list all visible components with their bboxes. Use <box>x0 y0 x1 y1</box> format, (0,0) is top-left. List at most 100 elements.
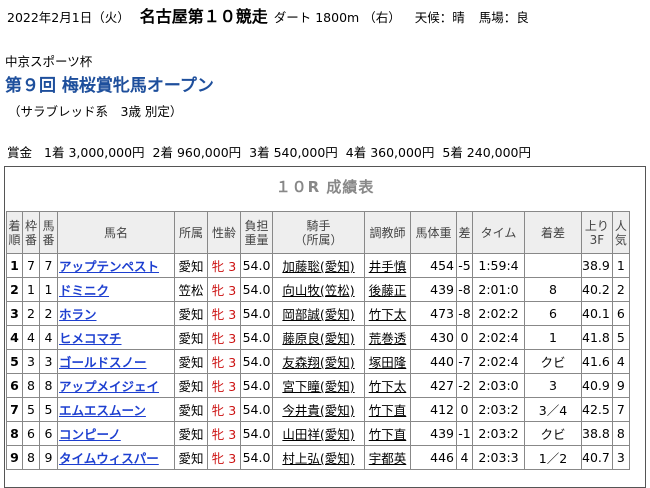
jockey-cell: 岡部誠(愛知) <box>272 301 365 326</box>
table-row: 7 5 5 エムエスムーン 愛知牝 3 54.0 今井貴(愛知) 竹下直 412 0 2:03:2 3… <box>6 397 630 422</box>
horse-name-link[interactable]: タイムウィスパー <box>59 451 159 466</box>
trainer-link[interactable]: 竹下直 <box>368 403 407 418</box>
horse-name-cell: ホラン <box>57 301 175 326</box>
trainer-cell: 竹下直 <box>364 397 411 422</box>
cell-frame: 1 <box>22 277 40 302</box>
trainer-link[interactable]: 井手慎 <box>368 259 407 274</box>
trainer-link[interactable]: 荒巻透 <box>368 331 407 346</box>
jockey-cell: 山田祥(愛知) <box>272 421 365 446</box>
horse-name-link[interactable]: エムエスムーン <box>59 403 146 418</box>
trainer-link[interactable]: 宇都英 <box>368 451 407 466</box>
jockey-link[interactable]: 村上弘(愛知) <box>282 451 355 466</box>
cell-popularity: 8 <box>611 421 630 446</box>
race-weekday: （火） <box>92 10 130 25</box>
cell-diff: -8 <box>456 301 473 326</box>
cell-time: 2:03:2 <box>472 397 525 422</box>
cell-number: 1 <box>39 277 58 302</box>
cell-rank: 1 <box>6 253 23 278</box>
results-caption: １０R 成績表 <box>275 178 375 196</box>
cell-time: 2:03:3 <box>472 445 525 470</box>
jockey-link[interactable]: 山田祥(愛知) <box>282 427 355 442</box>
cell-affiliation: 愛知 <box>174 421 208 446</box>
cell-frame: 4 <box>22 325 40 350</box>
prize-item: 3着 540,000円 <box>249 145 338 160</box>
col-sex-age: 性齢 <box>207 211 241 254</box>
race-number: 名古屋第１０競走 <box>139 7 268 26</box>
sponsor-name: 中京スポーツ杯 <box>5 54 93 69</box>
trainer-link[interactable]: 竹下直 <box>368 427 407 442</box>
cell-sex-age: 牝 3 <box>207 349 241 374</box>
cell-diff: -2 <box>456 373 473 398</box>
cell-affiliation: 愛知 <box>174 445 208 470</box>
horse-name-link[interactable]: アップメイジェイ <box>59 379 160 394</box>
horse-name-link[interactable]: ドミニク <box>59 283 110 298</box>
horse-name-cell: ゴールドスノー <box>57 349 175 374</box>
col-popularity: 人気 <box>611 211 630 254</box>
jockey-cell: 加藤聡(愛知) <box>272 253 365 278</box>
cell-weight-carried: 54.0 <box>240 277 273 302</box>
jockey-link[interactable]: 藤原良(愛知) <box>282 331 355 346</box>
horse-name-link[interactable]: ホラン <box>59 307 97 322</box>
cell-number: 8 <box>39 373 58 398</box>
cell-time: 2:03:0 <box>472 373 525 398</box>
cell-affiliation: 愛知 <box>174 253 208 278</box>
race-header: 2022年2月1日（火） 名古屋第１０競走 ダート 1800m （右） 天候：晴 馬… <box>7 3 529 27</box>
cell-margin: 3 <box>524 373 582 398</box>
horse-name-link[interactable]: コンピーノ <box>59 427 121 442</box>
cell-sex-age: 牝 3 <box>207 397 241 422</box>
col-margin: 着差 <box>524 211 582 254</box>
cell-frame: 5 <box>22 397 40 422</box>
col-last3f: 上り 3F <box>581 211 613 254</box>
jockey-cell: 藤原良(愛知) <box>272 325 365 350</box>
jockey-link[interactable]: 友森翔(愛知) <box>282 355 355 370</box>
cell-number: 9 <box>39 445 58 470</box>
race-title: 第９回 梅桜賞牝馬オープン <box>5 76 214 96</box>
cell-sex-age: 牝 3 <box>207 421 241 446</box>
trainer-cell: 竹下直 <box>364 421 411 446</box>
jockey-link[interactable]: 今井貴(愛知) <box>282 403 355 418</box>
horse-name-link[interactable]: ゴールドスノー <box>59 355 147 370</box>
table-row: 3 2 2 ホラン 愛知牝 3 54.0 岡部誠(愛知) 竹下太 473 -8 2:02:2 6 40.… <box>6 301 630 326</box>
table-row: 1 7 7 アップテンペスト 愛知牝 3 54.0 加藤聡(愛知) 井手慎 454 -5 1:59:… <box>6 253 630 278</box>
results-panel: １０R 成績表 着順 枠番 馬番 馬名 所属 性齢 負担 重量 騎手 （所属） 調教… <box>4 166 646 488</box>
jockey-cell: 宮下瞳(愛知) <box>272 373 365 398</box>
horse-name-link[interactable]: ヒメコマチ <box>59 331 122 346</box>
cell-margin: 3／4 <box>524 397 582 422</box>
cell-rank: 8 <box>6 421 23 446</box>
trainer-link[interactable]: 後藤正 <box>368 283 407 298</box>
jockey-link[interactable]: 向山牧(笠松) <box>282 283 355 298</box>
col-number: 馬番 <box>39 211 58 254</box>
cell-affiliation: 愛知 <box>174 325 208 350</box>
cell-margin: クビ <box>524 421 582 446</box>
jockey-cell: 友森翔(愛知) <box>272 349 365 374</box>
cell-sex-age: 牝 3 <box>207 301 241 326</box>
trainer-cell: 後藤正 <box>364 277 411 302</box>
horse-name-link[interactable]: アップテンペスト <box>59 259 160 274</box>
cell-number: 2 <box>39 301 58 326</box>
trainer-link[interactable]: 竹下太 <box>368 379 407 394</box>
prize-item: 1着 3,000,000円 <box>44 145 145 160</box>
cell-diff: 0 <box>456 325 473 350</box>
cell-frame: 8 <box>22 373 40 398</box>
cell-time: 2:02:2 <box>472 301 525 326</box>
table-row: 6 8 8 アップメイジェイ 愛知牝 3 54.0 宮下瞳(愛知) 竹下太 427 -2 2:03:… <box>6 373 630 398</box>
jockey-link[interactable]: 宮下瞳(愛知) <box>282 379 355 394</box>
horse-name-cell: ドミニク <box>57 277 175 302</box>
horse-name-cell: タイムウィスパー <box>57 445 175 470</box>
prize-money: 賞金 1着 3,000,000円 2着 960,000円 3着 540,000円 … <box>7 142 535 161</box>
cell-popularity: 3 <box>611 445 630 470</box>
col-diff: 差 <box>456 211 473 254</box>
cell-frame: 8 <box>22 445 40 470</box>
cell-diff: -5 <box>456 253 473 278</box>
trainer-link[interactable]: 竹下太 <box>368 307 407 322</box>
jockey-link[interactable]: 岡部誠(愛知) <box>282 307 355 322</box>
results-table: 着順 枠番 馬番 馬名 所属 性齢 負担 重量 騎手 （所属） 調教師 馬体重 差 … <box>6 211 630 470</box>
race-date: 2022年2月1日 <box>7 10 93 25</box>
cell-time: 2:02:4 <box>472 349 525 374</box>
cell-last3f: 40.9 <box>581 373 613 398</box>
jockey-link[interactable]: 加藤聡(愛知) <box>282 259 355 274</box>
cell-number: 3 <box>39 349 58 374</box>
cell-time: 2:02:4 <box>472 325 525 350</box>
cell-body-weight: 412 <box>410 397 457 422</box>
trainer-link[interactable]: 塚田隆 <box>368 355 407 370</box>
